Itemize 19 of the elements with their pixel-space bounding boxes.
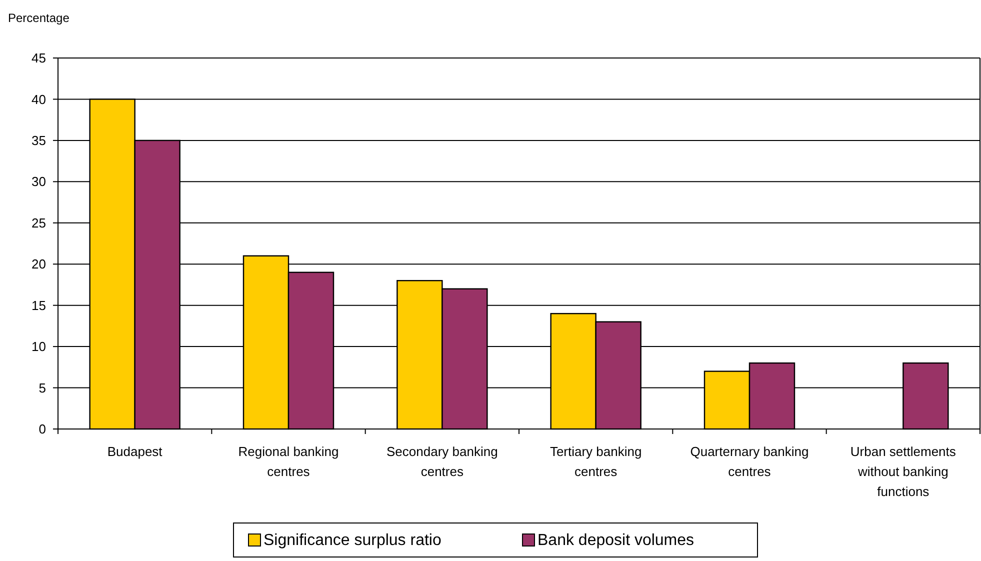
x-tick-label: Regional banking centres: [238, 444, 339, 479]
y-tick-label: 0: [38, 422, 46, 437]
x-tick-label: Quarternary banking centres: [690, 444, 809, 479]
y-tick-label: 35: [32, 132, 46, 148]
y-tick-label: 10: [32, 339, 46, 354]
legend-label: Significance surplus ratio: [264, 532, 442, 549]
y-tick-label: 45: [32, 50, 46, 66]
y-axis-title: Percentage: [8, 11, 70, 25]
y-tick-label: 20: [32, 256, 46, 272]
x-tick-label: Budapest: [107, 444, 163, 459]
y-tick-label: 40: [32, 92, 46, 107]
y-tick-label: 5: [38, 380, 46, 396]
x-tick-label: Urban settlements without banking functions: [850, 444, 956, 499]
legend-label: Bank deposit volumes: [538, 532, 694, 549]
y-tick-label: 30: [32, 174, 46, 190]
y-tick-label: 15: [32, 298, 46, 313]
y-tick-label: 25: [32, 215, 46, 230]
x-tick-label: Secondary banking centres: [386, 444, 498, 479]
x-tick-label: Tertiary banking centres: [550, 444, 642, 479]
